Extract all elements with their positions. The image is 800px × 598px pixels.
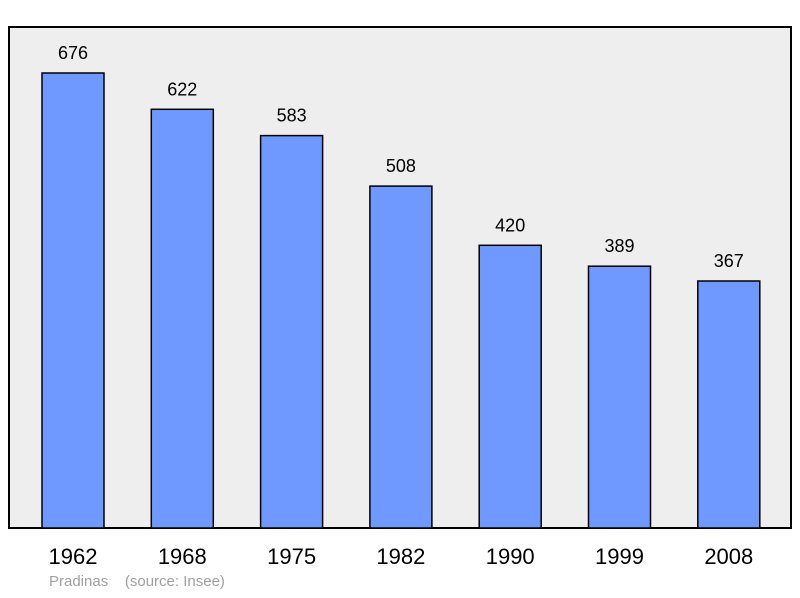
bar-1975 — [259, 134, 324, 529]
year-labels-group: 1962 1968 1975 1982 1990 1999 2008 — [49, 544, 754, 569]
bar-1990 — [478, 244, 542, 529]
chart-footer: Pradinas (source: Insee) — [49, 573, 225, 590]
footer-place: Pradinas — [49, 573, 109, 590]
bars-group — [41, 72, 761, 529]
bar-2008 — [697, 280, 761, 529]
bar-1962 — [41, 72, 105, 529]
value-labels-group: 676 622 583 508 420 389 367 — [58, 43, 744, 271]
value-label-2008: 367 — [714, 251, 744, 271]
value-label-1982: 508 — [386, 156, 416, 176]
value-label-1990: 420 — [495, 215, 525, 235]
year-label-1968: 1968 — [158, 544, 207, 569]
year-label-1975: 1975 — [267, 544, 316, 569]
year-label-2008: 2008 — [704, 544, 753, 569]
bar-1999 — [587, 265, 652, 529]
year-label-1990: 1990 — [486, 544, 535, 569]
bar-1968 — [150, 108, 215, 529]
year-label-1982: 1982 — [376, 544, 425, 569]
year-label-1999: 1999 — [595, 544, 644, 569]
value-label-1968: 622 — [167, 79, 197, 99]
value-label-1975: 583 — [277, 106, 307, 126]
footer-source: (source: Insee) — [124, 573, 225, 590]
year-label-1962: 1962 — [49, 544, 98, 569]
bar-1982 — [369, 185, 433, 529]
value-label-1999: 389 — [604, 236, 634, 256]
value-label-1962: 676 — [58, 43, 88, 63]
